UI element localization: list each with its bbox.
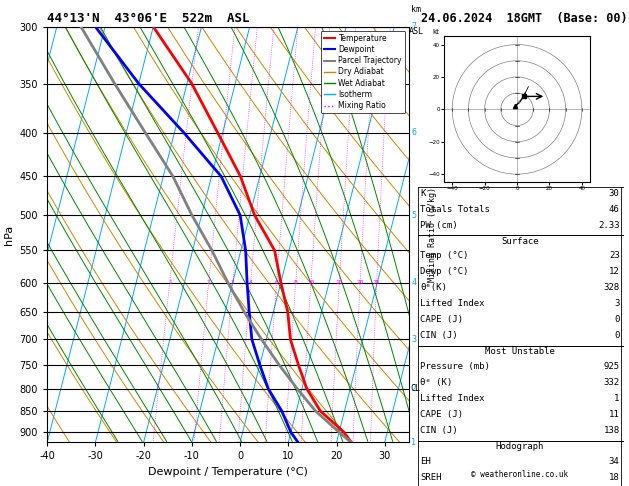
Text: SREH: SREH [420,473,442,482]
Text: 1: 1 [614,394,620,403]
Text: θᵉ(K): θᵉ(K) [420,283,447,293]
Text: 4: 4 [411,278,416,287]
Text: CAPE (J): CAPE (J) [420,315,463,325]
Text: PW (cm): PW (cm) [420,221,458,230]
Text: θᵉ (K): θᵉ (K) [420,378,452,387]
Text: 6: 6 [411,128,416,138]
Text: 34: 34 [609,457,620,466]
Text: 44°13'N  43°06'E  522m  ASL: 44°13'N 43°06'E 522m ASL [47,12,250,25]
Text: 332: 332 [603,378,620,387]
Text: 11: 11 [609,410,620,419]
Text: 7: 7 [411,22,416,31]
Text: K: K [420,189,426,198]
Text: CIN (J): CIN (J) [420,331,458,341]
Y-axis label: hPa: hPa [4,225,14,244]
Text: 3: 3 [411,335,416,344]
Text: 4: 4 [517,101,521,105]
Text: 6: 6 [275,280,279,285]
Text: 2.33: 2.33 [598,221,620,230]
Legend: Temperature, Dewpoint, Parcel Trajectory, Dry Adiabat, Wet Adiabat, Isotherm, Mi: Temperature, Dewpoint, Parcel Trajectory… [321,31,405,113]
Text: 5: 5 [411,211,416,220]
Text: 10: 10 [307,280,314,285]
Text: 8: 8 [294,280,298,285]
Text: Lifted Index: Lifted Index [420,299,485,309]
Text: Hodograph: Hodograph [496,442,544,451]
Text: CIN (J): CIN (J) [420,426,458,435]
Text: 24.06.2024  18GMT  (Base: 00): 24.06.2024 18GMT (Base: 00) [421,12,628,25]
Text: Pressure (mb): Pressure (mb) [420,362,490,371]
X-axis label: Dewpoint / Temperature (°C): Dewpoint / Temperature (°C) [148,467,308,477]
Text: 25: 25 [373,280,381,285]
Text: Temp (°C): Temp (°C) [420,251,469,260]
Text: ASL: ASL [409,27,423,36]
Text: 328: 328 [603,283,620,293]
Text: 0: 0 [614,315,620,325]
Text: Mixing Ratio (g/kg): Mixing Ratio (g/kg) [428,187,437,282]
Text: 2: 2 [411,384,416,393]
Text: 0: 0 [614,331,620,341]
Text: km: km [411,5,421,14]
Text: 2: 2 [207,280,211,285]
Text: CAPE (J): CAPE (J) [420,410,463,419]
Text: 1: 1 [168,280,172,285]
Text: Totals Totals: Totals Totals [420,205,490,214]
Text: 15: 15 [335,280,343,285]
Text: EH: EH [420,457,431,466]
Text: © weatheronline.co.uk: © weatheronline.co.uk [471,469,569,479]
Text: Surface: Surface [501,237,538,246]
Text: 12: 12 [609,267,620,277]
Text: 46: 46 [609,205,620,214]
Text: 4: 4 [249,280,252,285]
Text: 3: 3 [614,299,620,309]
Text: 23: 23 [609,251,620,260]
Text: CL: CL [410,384,420,393]
Text: Most Unstable: Most Unstable [485,347,555,357]
Text: 18: 18 [609,473,620,482]
Text: 30: 30 [609,189,620,198]
Text: 3: 3 [231,280,235,285]
Text: 138: 138 [603,426,620,435]
Text: Lifted Index: Lifted Index [420,394,485,403]
Text: 20: 20 [357,280,364,285]
Text: 925: 925 [603,362,620,371]
Text: Dewp (°C): Dewp (°C) [420,267,469,277]
Text: kt: kt [433,29,439,35]
Text: 1: 1 [411,438,416,447]
